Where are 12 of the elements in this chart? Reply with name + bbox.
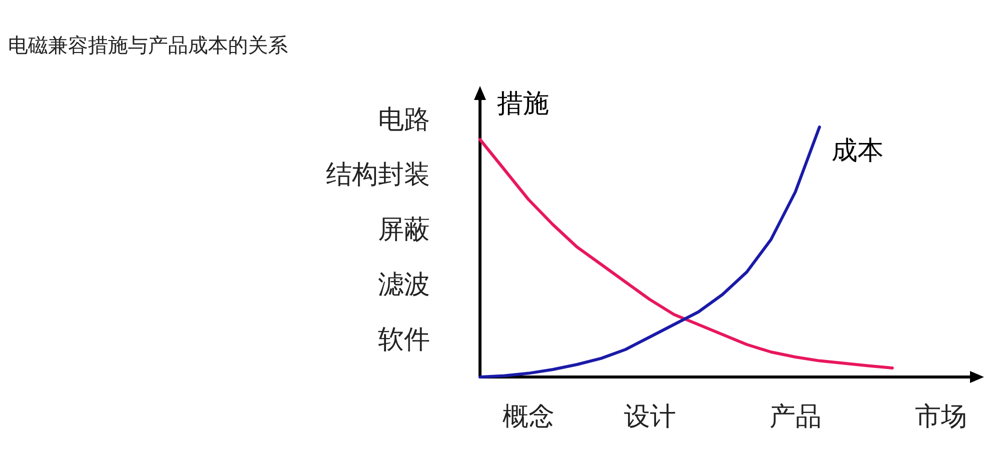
x-tick-label: 设计	[624, 402, 676, 432]
y-axis-title: 措施	[497, 89, 549, 119]
x-tick-label: 产品	[769, 402, 822, 432]
text: 滤波	[378, 270, 430, 300]
x-tick-label: 概念	[502, 402, 554, 432]
text: 软件	[378, 325, 430, 355]
text: 结构封装	[326, 160, 430, 190]
text: 电路	[378, 105, 430, 135]
x-tick-label: 市场	[914, 402, 967, 432]
text: 屏蔽	[378, 215, 430, 245]
text: 电磁兼容措施与产品成本的关系	[8, 33, 288, 57]
series-label: 成本	[832, 136, 884, 166]
